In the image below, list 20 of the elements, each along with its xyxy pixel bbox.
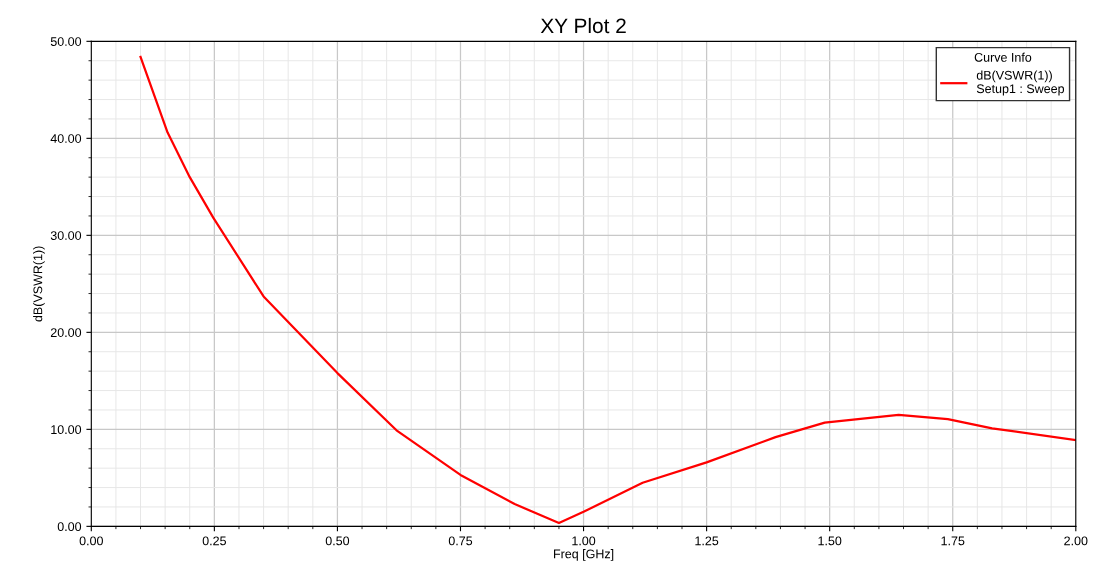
x-tick-label: 0.75	[448, 536, 473, 546]
legend-title: Curve Info	[974, 52, 1032, 62]
x-axis-title: Freq [GHz]	[554, 549, 614, 561]
x-tick-label: 1.25	[695, 536, 719, 546]
y-tick-label: 20.00	[50, 328, 82, 337]
chart-title: XY Plot 2	[540, 17, 626, 34]
x-tick-label: 1.50	[818, 536, 842, 546]
x-tick-label: 1.75	[941, 536, 965, 546]
x-tick-label: 1.00	[572, 536, 596, 546]
x-tick-label: 0.00	[79, 536, 103, 546]
y-axis-title: dB(VSWR(1))	[33, 246, 45, 322]
y-tick-label: 0.00	[57, 522, 82, 532]
y-tick-label: 10.00	[51, 425, 82, 434]
y-tick-label: 50.00	[50, 37, 82, 46]
legend-label: dB(VSWR(1)) Setup1 : Sweep	[976, 70, 1065, 96]
x-tick-label: 0.25	[202, 536, 226, 546]
x-tick-label: 0.50	[325, 536, 350, 546]
y-tick-label: 30.00	[50, 231, 82, 240]
x-tick-label: 2.00	[1064, 536, 1088, 546]
y-tick-label: 40.00	[50, 134, 82, 143]
